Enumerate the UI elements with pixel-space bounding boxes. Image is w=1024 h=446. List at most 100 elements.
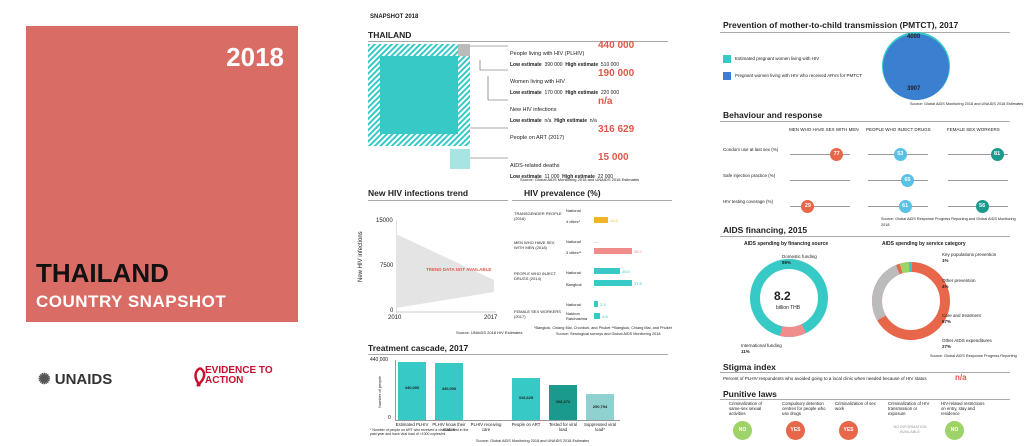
- behaviour-dot: 29: [801, 200, 815, 213]
- divider: [720, 372, 1010, 373]
- legend-swatch: [723, 55, 731, 63]
- pmtct-bottom-value: 3907: [907, 86, 921, 92]
- stat-new-infections: New HIV infections n/a Low estimate n/a …: [510, 96, 613, 124]
- punitive-label: Criminalization of same-sex sexual activ…: [729, 401, 762, 416]
- trend-ytick: 15000: [376, 218, 393, 224]
- punitive-label: HIV-related restrictions on entry, stay …: [941, 401, 985, 416]
- prevalence-group: FEMALE SEX WORKERS (2017): [514, 309, 561, 319]
- behaviour-col: PEOPLE WHO INJECT DRUGS: [866, 127, 931, 132]
- trend-ylabel: New HIV infections: [358, 231, 364, 282]
- behaviour-dot: 77: [830, 148, 844, 161]
- prevalence-title: HIV prevalence (%): [524, 188, 601, 198]
- women-square: [458, 44, 470, 56]
- financing-left-title: AIDS spending by financing source: [744, 241, 829, 247]
- prev-bar: [594, 217, 608, 223]
- pmtct-top-value: 4000: [907, 34, 921, 40]
- pmtct-title: Prevention of mother-to-child transmissi…: [723, 20, 959, 30]
- red-ribbon-icon: [194, 366, 206, 387]
- financing-service-donut: [872, 262, 950, 340]
- prev-value: 2.3: [600, 302, 606, 307]
- cascade-bar: 316,629: [512, 378, 540, 420]
- prev-value: 25.0: [622, 269, 630, 274]
- cascade-axis: [395, 420, 620, 421]
- cascade-bar-label: PLHIV receiving care: [470, 422, 502, 432]
- prev-row-label: 4 cities*: [566, 219, 581, 224]
- stat-art: People on ART (2017) 316 629: [510, 124, 635, 141]
- punitive-answer: NO INFORMATION AVAILABLE: [893, 425, 927, 434]
- unaids-logo: ✺ UNAIDS: [38, 371, 113, 388]
- financing-left-label: Domestic funding 89%: [782, 254, 817, 265]
- divider: [512, 200, 672, 201]
- behaviour-dot: 65: [901, 174, 914, 187]
- cascade-bar-label: People on ART: [511, 422, 541, 427]
- snapshot-source: Source: Global AIDS Monitoring 2018 and …: [520, 177, 640, 182]
- behaviour-source: Source: Global AIDS Response Progress Re…: [881, 217, 1016, 227]
- divider: [720, 236, 1010, 237]
- behaviour-track: [948, 154, 1008, 155]
- divider: [368, 41, 668, 42]
- cascade-ymin: 0: [388, 415, 391, 421]
- ribbon-icon: ✺: [38, 371, 51, 388]
- behaviour-col: MEN WHO HAVE SEX WITH MEN: [789, 127, 859, 132]
- behaviour-grid: 77 53 81 65 29 61 56: [790, 140, 1010, 220]
- cascade-footnote: * Number of people on ART who received a…: [370, 428, 469, 436]
- prev-row-label: National: [566, 302, 581, 307]
- financing-right-label: Other prevention 4%: [942, 278, 976, 289]
- cascade-bar: 266,272: [549, 385, 577, 420]
- cascade-bar-label: Suppressed viral load*: [583, 422, 616, 432]
- prev-bar: [594, 313, 600, 319]
- behaviour-track: [868, 180, 928, 181]
- stigma-title: Stigma index: [723, 362, 776, 372]
- divider: [720, 121, 1010, 122]
- trend-ytick: 0: [390, 308, 394, 314]
- cascade-axis: [395, 360, 396, 420]
- legend-swatch: [723, 72, 731, 80]
- financing-title: AIDS financing, 2015: [723, 225, 808, 235]
- punitive-answer: YES: [786, 421, 805, 440]
- prev-value: 12.6: [610, 218, 618, 223]
- punitive-answer: YES: [839, 421, 858, 440]
- snapshot-title: THAILAND: [368, 30, 412, 40]
- punitive-label: Compulsory detention centres for people …: [782, 401, 826, 416]
- financing-source: Source: Global AIDS Response Progress Re…: [930, 354, 1017, 358]
- punitive-answer: NO: [945, 421, 964, 440]
- divider: [368, 200, 508, 201]
- prev-bar: [594, 248, 632, 254]
- punitive-answer: NO: [733, 421, 752, 440]
- cover-country: THAILAND: [36, 258, 169, 288]
- trend-source: Source: UNAIDS 2018 HIV Estimates: [456, 330, 523, 335]
- behaviour-track: [790, 180, 850, 181]
- pmtct-source: Source: Global AIDS Monitoring 2018 and …: [910, 102, 1024, 106]
- divider: [720, 32, 1010, 33]
- financing-source-donut: [750, 259, 828, 337]
- stigma-text: Percent of PLHIV respondents who avoided…: [723, 376, 927, 381]
- prev-row-label: National: [566, 270, 581, 275]
- prev-value: 35.2: [634, 249, 642, 254]
- cascade-bar-value: 316,629: [518, 394, 534, 400]
- connector-lines: [470, 45, 508, 159]
- cascade-bar: 440,000: [398, 362, 426, 420]
- behaviour-title: Behaviour and response: [723, 110, 823, 120]
- trend-xtick: 2010: [388, 315, 402, 321]
- divider: [720, 399, 1010, 400]
- cascade-bar-value: 440,000: [404, 385, 420, 391]
- punitive-title: Punitive laws: [723, 389, 777, 399]
- behaviour-dot: 61: [898, 200, 912, 213]
- cascade-labels: Estimated PLHIV PLHIV know their status PL…: [396, 422, 620, 438]
- prev-value: 37.6: [634, 281, 642, 286]
- behaviour-track: [790, 154, 850, 155]
- prevalence-source: Source: Serological surveys and Global A…: [556, 332, 661, 336]
- trend-ytick: 7500: [380, 263, 394, 269]
- prevalence-chart: TRANSGENDER PEOPLE (2016) National 4 cit…: [514, 205, 674, 325]
- behaviour-row-label: Safe injection practice (%): [723, 173, 776, 178]
- prev-value: 4.8: [602, 314, 608, 319]
- trend-xtick: 2017: [484, 315, 498, 321]
- stat-deaths: AIDS-related deaths 15 000 Low estimate …: [510, 152, 629, 180]
- cascade-title: Treatment cascade, 2017: [368, 343, 469, 353]
- behaviour-track: [790, 206, 850, 207]
- divider: [368, 354, 668, 355]
- cover-subtitle: COUNTRY SNAPSHOT: [36, 292, 227, 311]
- stat-plhiv: People living with HIV (PLHIV) 440 000 L…: [510, 40, 635, 68]
- behaviour-row-label: Condom use at last sex (%): [723, 147, 779, 152]
- financing-right-label: Key populations prevention 1%: [942, 252, 997, 263]
